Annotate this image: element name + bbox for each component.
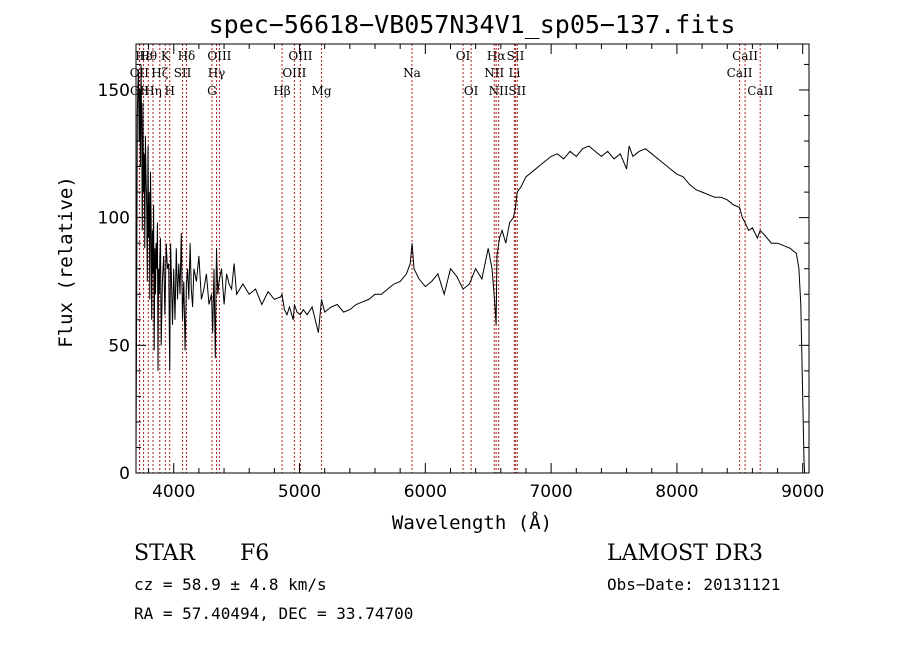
x-tick-label: 8000 [655, 482, 698, 502]
y-tick-label: 150 [98, 81, 130, 101]
line-marker-label: Hη [144, 84, 162, 98]
line-marker-label: SII [174, 66, 192, 80]
line-marker-label: OIII [282, 66, 306, 80]
x-tick-label: 9000 [781, 482, 824, 502]
axis-ticks: 4000 5000 6000 7000 8000 9000 0 50 100 150 [98, 44, 824, 502]
y-tick-label: 100 [98, 209, 130, 229]
x-tick-label: 5000 [278, 482, 321, 502]
x-tick-label: 7000 [529, 482, 572, 502]
y-axis-label: Flux (relative) [55, 176, 77, 348]
y-tick-label: 0 [119, 464, 130, 484]
line-marker-label: CaII [747, 84, 773, 98]
line-marker-label: G [207, 84, 217, 98]
line-marker-label: Na [403, 66, 421, 80]
spectrum-series-line [135, 64, 806, 474]
coordinates: RA = 57.40494, DEC = 33.74700 [134, 604, 413, 623]
line-marker-label: Li [508, 66, 520, 80]
line-marker-label: NII [484, 66, 504, 80]
velocity-readout: cz = 58.9 ± 4.8 km/s [134, 575, 327, 594]
line-marker-label: Hβ [273, 84, 290, 98]
line-marker-label: Mg [312, 84, 332, 98]
y-tick-label: 50 [108, 336, 130, 356]
line-marker-label: Hα [487, 49, 506, 63]
line-marker-label: NII [489, 84, 509, 98]
line-marker-label: H [164, 84, 174, 98]
line-marker-label: K [161, 49, 171, 63]
x-axis-label: Wavelength (Å) [392, 511, 552, 534]
x-tick-label: 4000 [152, 482, 195, 502]
line-marker-label: SII [508, 84, 526, 98]
line-marker-label: Hθ [139, 49, 157, 63]
obs-date: Obs−Date: 20131121 [607, 575, 780, 594]
object-class: STAR [134, 541, 196, 566]
survey-name: LAMOST DR3 [607, 541, 763, 566]
line-marker-label: SII [507, 49, 525, 63]
line-marker-label: OI [456, 49, 471, 63]
line-marker-label: OIII [288, 49, 312, 63]
line-marker-label: Hδ [178, 49, 196, 63]
line-marker-label: OI [464, 84, 479, 98]
line-marker-label: Hγ [208, 66, 226, 80]
subclass: F6 [240, 541, 269, 566]
plot-frame [135, 43, 810, 474]
line-marker-label: CaII [727, 66, 753, 80]
line-marker-label: OIII [207, 49, 231, 63]
chart-title: spec−56618−VB057N34V1_sp05−137.fits [209, 10, 736, 39]
x-tick-label: 6000 [404, 482, 447, 502]
line-marker-label: Hζ [151, 66, 168, 80]
line-marker-label: CaII [732, 49, 758, 63]
